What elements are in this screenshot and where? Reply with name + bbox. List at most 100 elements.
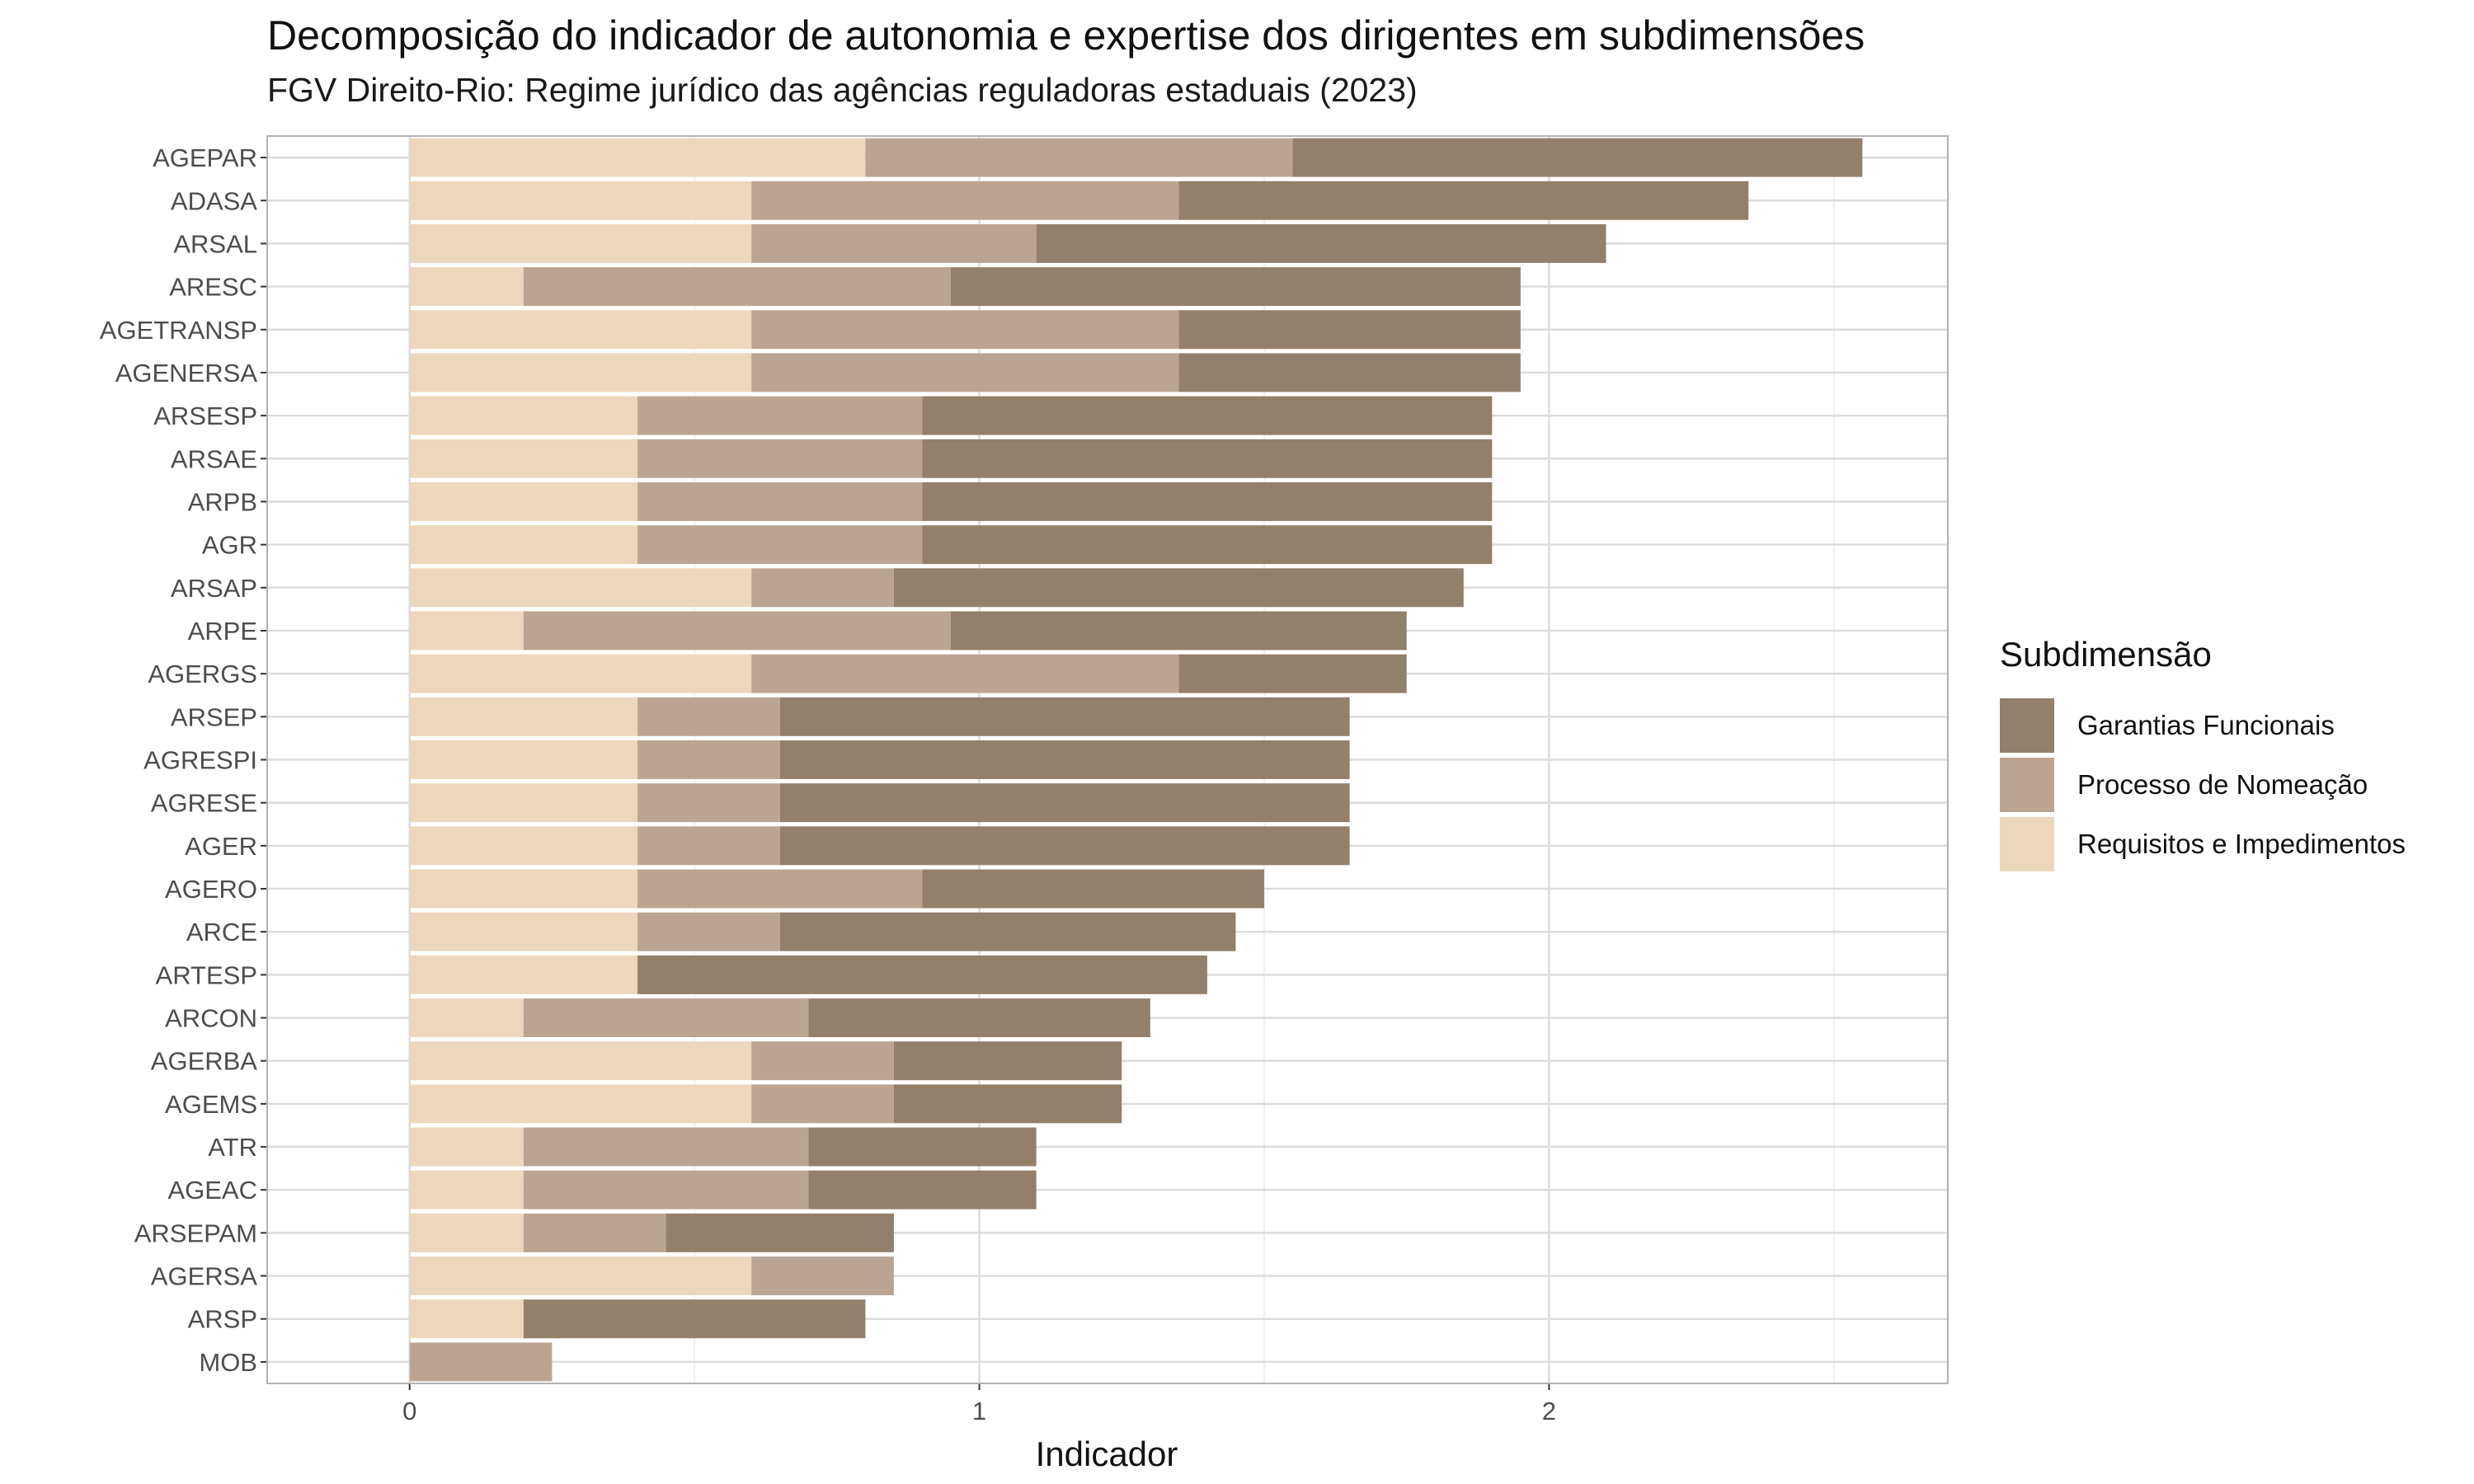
legend-label: Garantias Funcionais <box>2077 710 2335 740</box>
legend-item-processo: Processo de Nomeação <box>2000 755 2406 815</box>
bar-segment <box>1178 310 1521 350</box>
y-tick-label: AGR <box>202 531 257 560</box>
chart-subtitle: FGV Direito-Rio: Regime jurídico das agê… <box>267 71 1418 109</box>
bar-segment <box>779 826 1350 866</box>
bar-segment <box>951 267 1521 307</box>
y-tick-label: ARESC <box>169 273 257 302</box>
bar-segment <box>409 568 752 608</box>
x-axis-title: Indicador <box>1036 1435 1178 1473</box>
bar-segment <box>409 439 638 478</box>
y-tick-label: ARSESP <box>153 402 257 430</box>
bar-segment <box>751 353 1179 392</box>
y-tick-label: AGEAC <box>167 1176 257 1205</box>
bar-segment <box>779 783 1350 823</box>
y-tick-label: ARPB <box>188 487 257 516</box>
bar-segment <box>409 396 638 435</box>
bar-segment <box>409 783 638 823</box>
bar-segment <box>808 998 1150 1038</box>
bar-segment <box>637 912 780 951</box>
bar-segment <box>751 1084 894 1124</box>
bar-segment <box>893 1041 1122 1081</box>
bar-segment <box>951 611 1407 650</box>
bar-segment <box>409 998 524 1038</box>
bar-segment <box>637 955 1207 994</box>
bar-segment <box>922 525 1493 565</box>
x-tick-label: 1 <box>972 1397 986 1425</box>
bar-segment <box>751 310 1179 350</box>
bar-segment <box>1036 223 1606 263</box>
bar-segment <box>409 1084 752 1124</box>
legend: Subdimensão Garantias Funcionais Process… <box>2000 635 2406 874</box>
y-tick-label: AGRESPI <box>143 746 257 775</box>
bar-segment <box>523 1127 809 1167</box>
bar-segment <box>893 568 1464 608</box>
bar-segment <box>779 912 1236 951</box>
y-tick-label: ARSAL <box>173 229 257 258</box>
panel-border <box>266 135 1949 1384</box>
bar-segment <box>637 697 780 736</box>
bar-segment <box>922 869 1264 909</box>
x-tick-label: 2 <box>1542 1397 1556 1425</box>
bar-segment <box>751 654 1179 693</box>
x-tick-label: 0 <box>402 1397 416 1425</box>
bar-segment <box>523 267 952 307</box>
y-tick-label: ADASA <box>171 186 257 215</box>
bar-segment <box>637 525 923 565</box>
bar-segment <box>409 353 752 392</box>
legend-swatch <box>2000 698 2054 753</box>
bar-segment <box>893 1084 1122 1124</box>
bar-segment <box>409 1342 553 1382</box>
bar-segment <box>865 138 1293 177</box>
y-tick-label: ARSEPAM <box>134 1219 257 1247</box>
y-tick-label: ARSAP <box>171 574 257 603</box>
bar-segment <box>409 697 638 736</box>
bar-segment <box>922 396 1493 435</box>
y-tick-label: AGER <box>185 832 257 861</box>
bar-segment <box>1178 181 1749 220</box>
y-tick-label: ARTESP <box>156 960 257 989</box>
bar-segment <box>637 783 780 823</box>
y-tick-label: AGERBA <box>151 1047 258 1076</box>
bar-segment <box>409 1127 524 1167</box>
y-tick-label: AGENERSA <box>115 359 258 387</box>
bar-segment <box>409 654 752 693</box>
bar-segment <box>637 396 923 435</box>
bar-segment <box>409 912 638 951</box>
legend-item-requisitos: Requisitos e Impedimentos <box>2000 815 2406 874</box>
bar-segment <box>409 1299 524 1339</box>
y-tick-label: AGETRANSP <box>100 316 257 345</box>
bar-segment <box>409 223 752 263</box>
y-tick-label: AGEPAR <box>153 143 257 172</box>
bar-segment <box>409 869 638 909</box>
bar-segment <box>922 439 1493 478</box>
bar-segment <box>409 611 524 650</box>
bar-segment <box>808 1127 1037 1167</box>
bar-layer <box>409 138 1863 1382</box>
bar-segment <box>751 181 1179 220</box>
legend-label: Processo de Nomeação <box>2077 769 2368 800</box>
bar-segment <box>666 1213 894 1252</box>
bar-segment <box>637 826 780 866</box>
axis-labels: AGEPAR ADASA ARSAL ARESC AGETRANSP AGENERSA AR… <box>100 143 1556 1425</box>
legend-title: Subdimensão <box>2000 635 2212 674</box>
bar-segment <box>808 1170 1037 1209</box>
y-tick-label: ARSAE <box>171 444 257 473</box>
y-tick-label: ARCON <box>165 1004 257 1033</box>
bar-segment <box>409 1170 524 1209</box>
y-tick-label: ARSP <box>188 1305 257 1334</box>
bar-segment <box>779 740 1350 779</box>
bar-segment <box>751 1041 894 1081</box>
bar-segment <box>1292 138 1863 177</box>
bar-segment <box>779 697 1350 736</box>
y-tick-label: MOB <box>199 1348 257 1377</box>
y-tick-label: ARPE <box>188 617 257 646</box>
bar-segment <box>637 869 923 909</box>
bar-segment <box>523 611 952 650</box>
y-tick-label: ATR <box>208 1133 257 1162</box>
bar-segment <box>409 267 524 307</box>
bar-segment <box>922 481 1493 521</box>
bar-segment <box>409 138 866 177</box>
y-tick-label: AGERGS <box>148 660 257 688</box>
legend-swatch <box>2000 817 2054 871</box>
